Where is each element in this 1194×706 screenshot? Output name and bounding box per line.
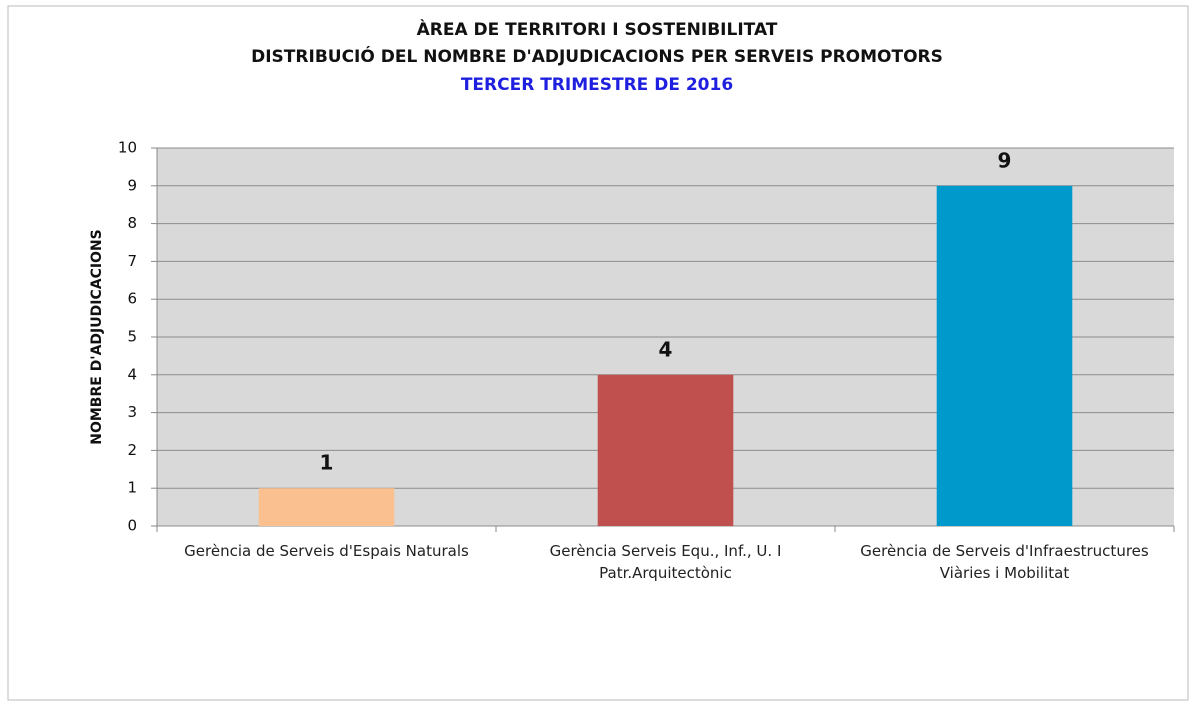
y-tick-label: 0 bbox=[127, 517, 137, 535]
chart-subtitle: DISTRIBUCIÓ DEL NOMBRE D'ADJUDICACIONS P… bbox=[251, 45, 943, 67]
bar bbox=[597, 374, 734, 526]
y-tick-label: 7 bbox=[127, 252, 137, 270]
y-tick-label: 4 bbox=[127, 365, 137, 383]
x-tick-label: Gerència de Serveis d'Espais Naturals bbox=[184, 542, 469, 560]
data-label: 4 bbox=[659, 337, 673, 361]
y-axis-label: NOMBRE D'ADJUDICACIONS bbox=[89, 229, 105, 445]
x-tick-label: Gerència Serveis Equ., Inf., U. I Patr.A… bbox=[549, 542, 782, 582]
data-label: 1 bbox=[320, 451, 334, 475]
y-tick-label: 9 bbox=[127, 176, 137, 194]
data-label: 9 bbox=[998, 148, 1012, 172]
y-tick-label: 6 bbox=[127, 290, 137, 308]
y-tick-label: 5 bbox=[127, 328, 137, 346]
y-tick-label: 1 bbox=[127, 479, 137, 497]
chart-title: ÀREA DE TERRITORI I SOSTENIBILITAT bbox=[417, 18, 778, 40]
y-tick-label: 8 bbox=[127, 214, 137, 232]
x-tick-label: Gerència de Serveis d'Infraestructures V… bbox=[860, 542, 1149, 582]
y-tick-label: 10 bbox=[118, 139, 137, 157]
bar bbox=[936, 185, 1073, 527]
y-tick-label: 2 bbox=[127, 441, 137, 459]
chart-period: TERCER TRIMESTRE DE 2016 bbox=[461, 75, 733, 95]
bar bbox=[258, 488, 395, 526]
y-tick-label: 3 bbox=[127, 403, 137, 421]
